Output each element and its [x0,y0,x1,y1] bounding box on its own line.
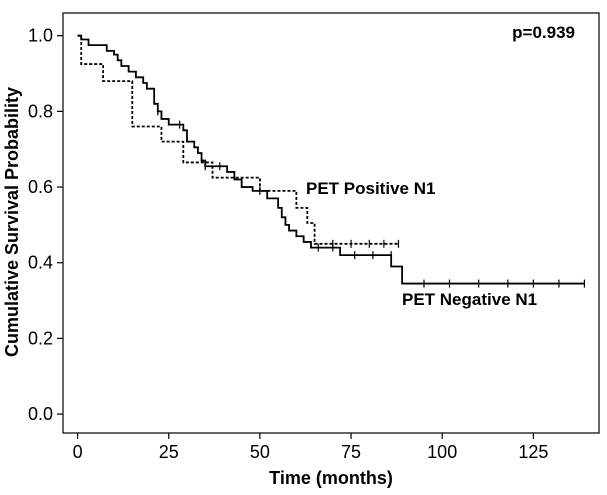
survival-curve [77,34,399,245]
x-tick-label: 125 [518,442,548,462]
negative-series-label: PET Negative N1 [402,290,537,309]
y-tick-label: 0.8 [28,101,53,121]
y-axis-title: Cumulative Survival Probability [2,87,22,357]
y-tick-label: 0.6 [28,177,53,197]
x-tick-label: 75 [341,442,361,462]
series-layer [77,34,586,288]
x-axis: 0 25 50 75 100 125 [73,433,548,462]
y-tick-label: 1.0 [28,26,53,46]
y-tick-label: 0.4 [28,253,53,273]
survival-curve [77,34,585,285]
y-tick-label: 0.0 [28,404,53,424]
x-tick-label: 100 [427,442,457,462]
plot-frame [62,12,600,434]
y-axis: 0.0 0.2 0.4 0.6 0.8 1.0 [28,26,63,424]
p-value-label: p=0.939 [512,23,575,42]
x-tick-label: 0 [73,442,83,462]
x-tick-label: 50 [250,442,270,462]
y-tick-label: 0.2 [28,328,53,348]
x-axis-title: Time (months) [269,468,393,488]
x-tick-label: 25 [159,442,179,462]
series-negative [77,34,586,288]
series-positive [77,34,400,248]
positive-series-label: PET Positive N1 [306,179,435,198]
